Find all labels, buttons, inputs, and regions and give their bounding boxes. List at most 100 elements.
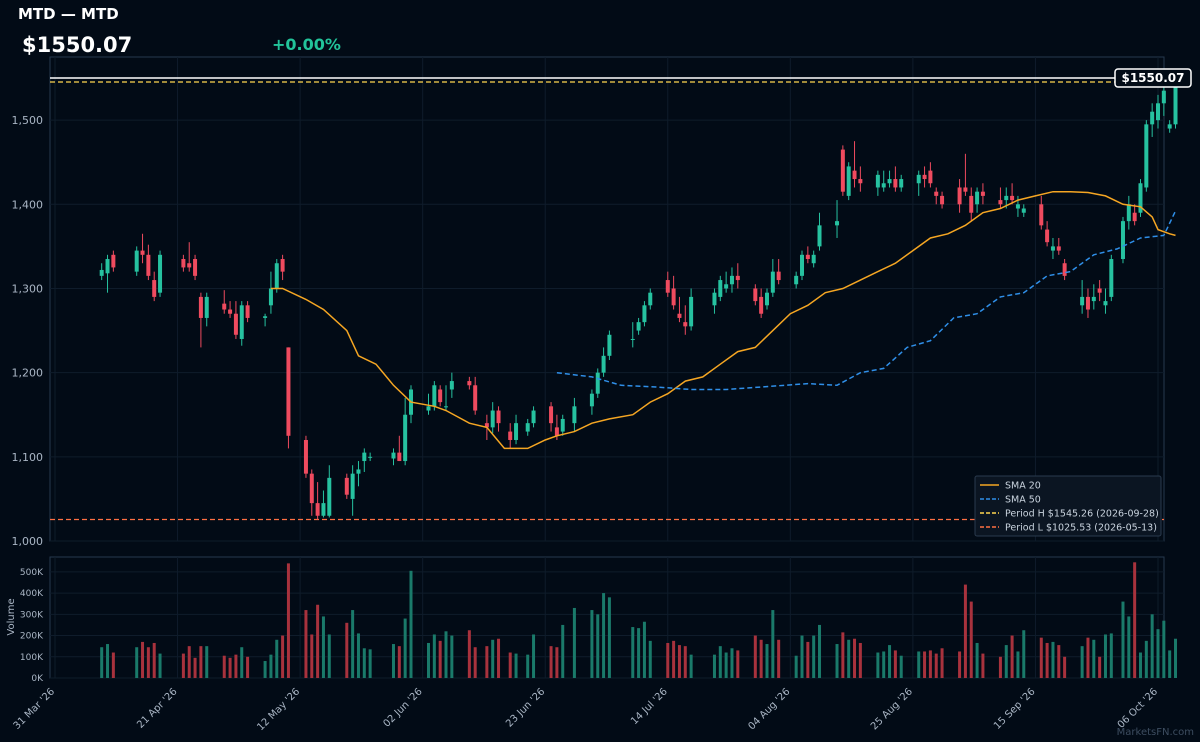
volume-bar: [928, 650, 932, 678]
volume-bar: [152, 642, 156, 678]
candle-body: [1150, 111, 1155, 125]
volume-bar: [596, 614, 600, 678]
chart-title: MTD — MTD: [18, 5, 119, 23]
candle-body: [233, 313, 238, 335]
candle-body: [426, 406, 431, 411]
candle-body: [1010, 195, 1015, 201]
x-tick-label: 15 Sep '26: [992, 686, 1038, 732]
price-tag-box: [1114, 68, 1192, 88]
volume-bar: [1162, 620, 1166, 678]
candle: [881, 170, 886, 192]
volume-bar: [497, 638, 501, 678]
volume-bar: [450, 635, 454, 678]
candle-body: [1120, 221, 1125, 260]
candle: [887, 170, 892, 188]
volume-bar: [549, 646, 553, 678]
y-tick-label: 1,100: [12, 451, 44, 464]
candle-body: [852, 170, 857, 180]
volume-bar: [917, 651, 921, 678]
candle: [969, 187, 974, 222]
candle-body: [724, 284, 729, 289]
candle-body: [642, 305, 647, 323]
volume-bar: [590, 610, 594, 678]
candle: [899, 174, 904, 192]
volume-bar: [1138, 652, 1142, 678]
volume-bar: [181, 653, 185, 678]
candle-body: [718, 280, 723, 297]
volume-bar: [146, 647, 150, 678]
volume-bar: [316, 604, 320, 678]
volume-bar: [444, 631, 448, 678]
candle-body: [228, 309, 233, 314]
volume-bar: [1121, 601, 1125, 678]
candle-body: [1080, 296, 1085, 306]
candle-body: [350, 473, 355, 499]
candle-body: [1097, 288, 1102, 293]
candle: [193, 254, 198, 281]
candle-body: [770, 271, 775, 293]
candle: [198, 292, 203, 348]
volume-bar: [508, 652, 512, 678]
volume-bar: [438, 640, 442, 678]
candle: [998, 187, 1003, 209]
candle: [438, 385, 443, 407]
volume-bar: [794, 655, 798, 678]
volume-bar: [432, 634, 436, 678]
candle-body: [689, 296, 694, 327]
candle-body: [514, 423, 519, 440]
candle: [1120, 216, 1125, 264]
volume-bar: [345, 622, 349, 678]
volume-bar: [934, 653, 938, 678]
candle: [1010, 183, 1015, 205]
volume-bar: [555, 647, 559, 678]
candle-body: [980, 191, 985, 196]
candle: [1103, 288, 1108, 314]
candle-body: [496, 410, 501, 424]
legend-box: [974, 475, 1162, 537]
candle-body: [467, 381, 472, 386]
candle-body: [1109, 259, 1114, 297]
volume-bar: [969, 601, 973, 678]
volume-bar: [526, 654, 530, 678]
candle: [1062, 259, 1067, 281]
volume-bar: [275, 639, 279, 678]
candle: [1150, 103, 1155, 137]
candle-body: [239, 305, 244, 339]
volume-bar: [467, 630, 471, 678]
candle-body: [560, 418, 565, 432]
candle-body: [1126, 204, 1131, 222]
volume-bar: [1092, 639, 1096, 678]
candle-body: [735, 275, 740, 281]
candle: [140, 233, 145, 264]
candle-body: [204, 296, 209, 318]
main-panel: [49, 56, 1165, 542]
candle-body: [245, 305, 250, 318]
candle-body: [572, 406, 577, 424]
volume-tick-label: 0K: [31, 674, 44, 684]
candle-body: [1132, 212, 1137, 222]
x-tick-label: 31 Mar '26: [12, 686, 58, 732]
volume-bar: [135, 647, 139, 678]
volume-bar: [882, 651, 886, 678]
volume-bar: [572, 607, 576, 678]
volume-bar: [672, 640, 676, 678]
candle-body: [490, 410, 495, 428]
candle: [105, 254, 110, 293]
candle: [963, 153, 968, 196]
candle: [362, 448, 367, 472]
volume-bar: [327, 634, 331, 678]
candle: [268, 271, 273, 314]
volume-bar: [187, 646, 191, 678]
volume-bar: [1103, 634, 1107, 678]
candle: [204, 292, 209, 327]
candle-body: [397, 452, 402, 462]
volume-bar: [1109, 633, 1113, 678]
volume-bar: [1098, 656, 1102, 678]
candle-body: [759, 296, 764, 314]
candle-body: [922, 174, 927, 180]
candle: [1080, 280, 1085, 314]
candle: [601, 347, 606, 377]
volume-bar: [269, 654, 273, 678]
candle-body: [887, 179, 892, 184]
candle: [467, 376, 472, 390]
